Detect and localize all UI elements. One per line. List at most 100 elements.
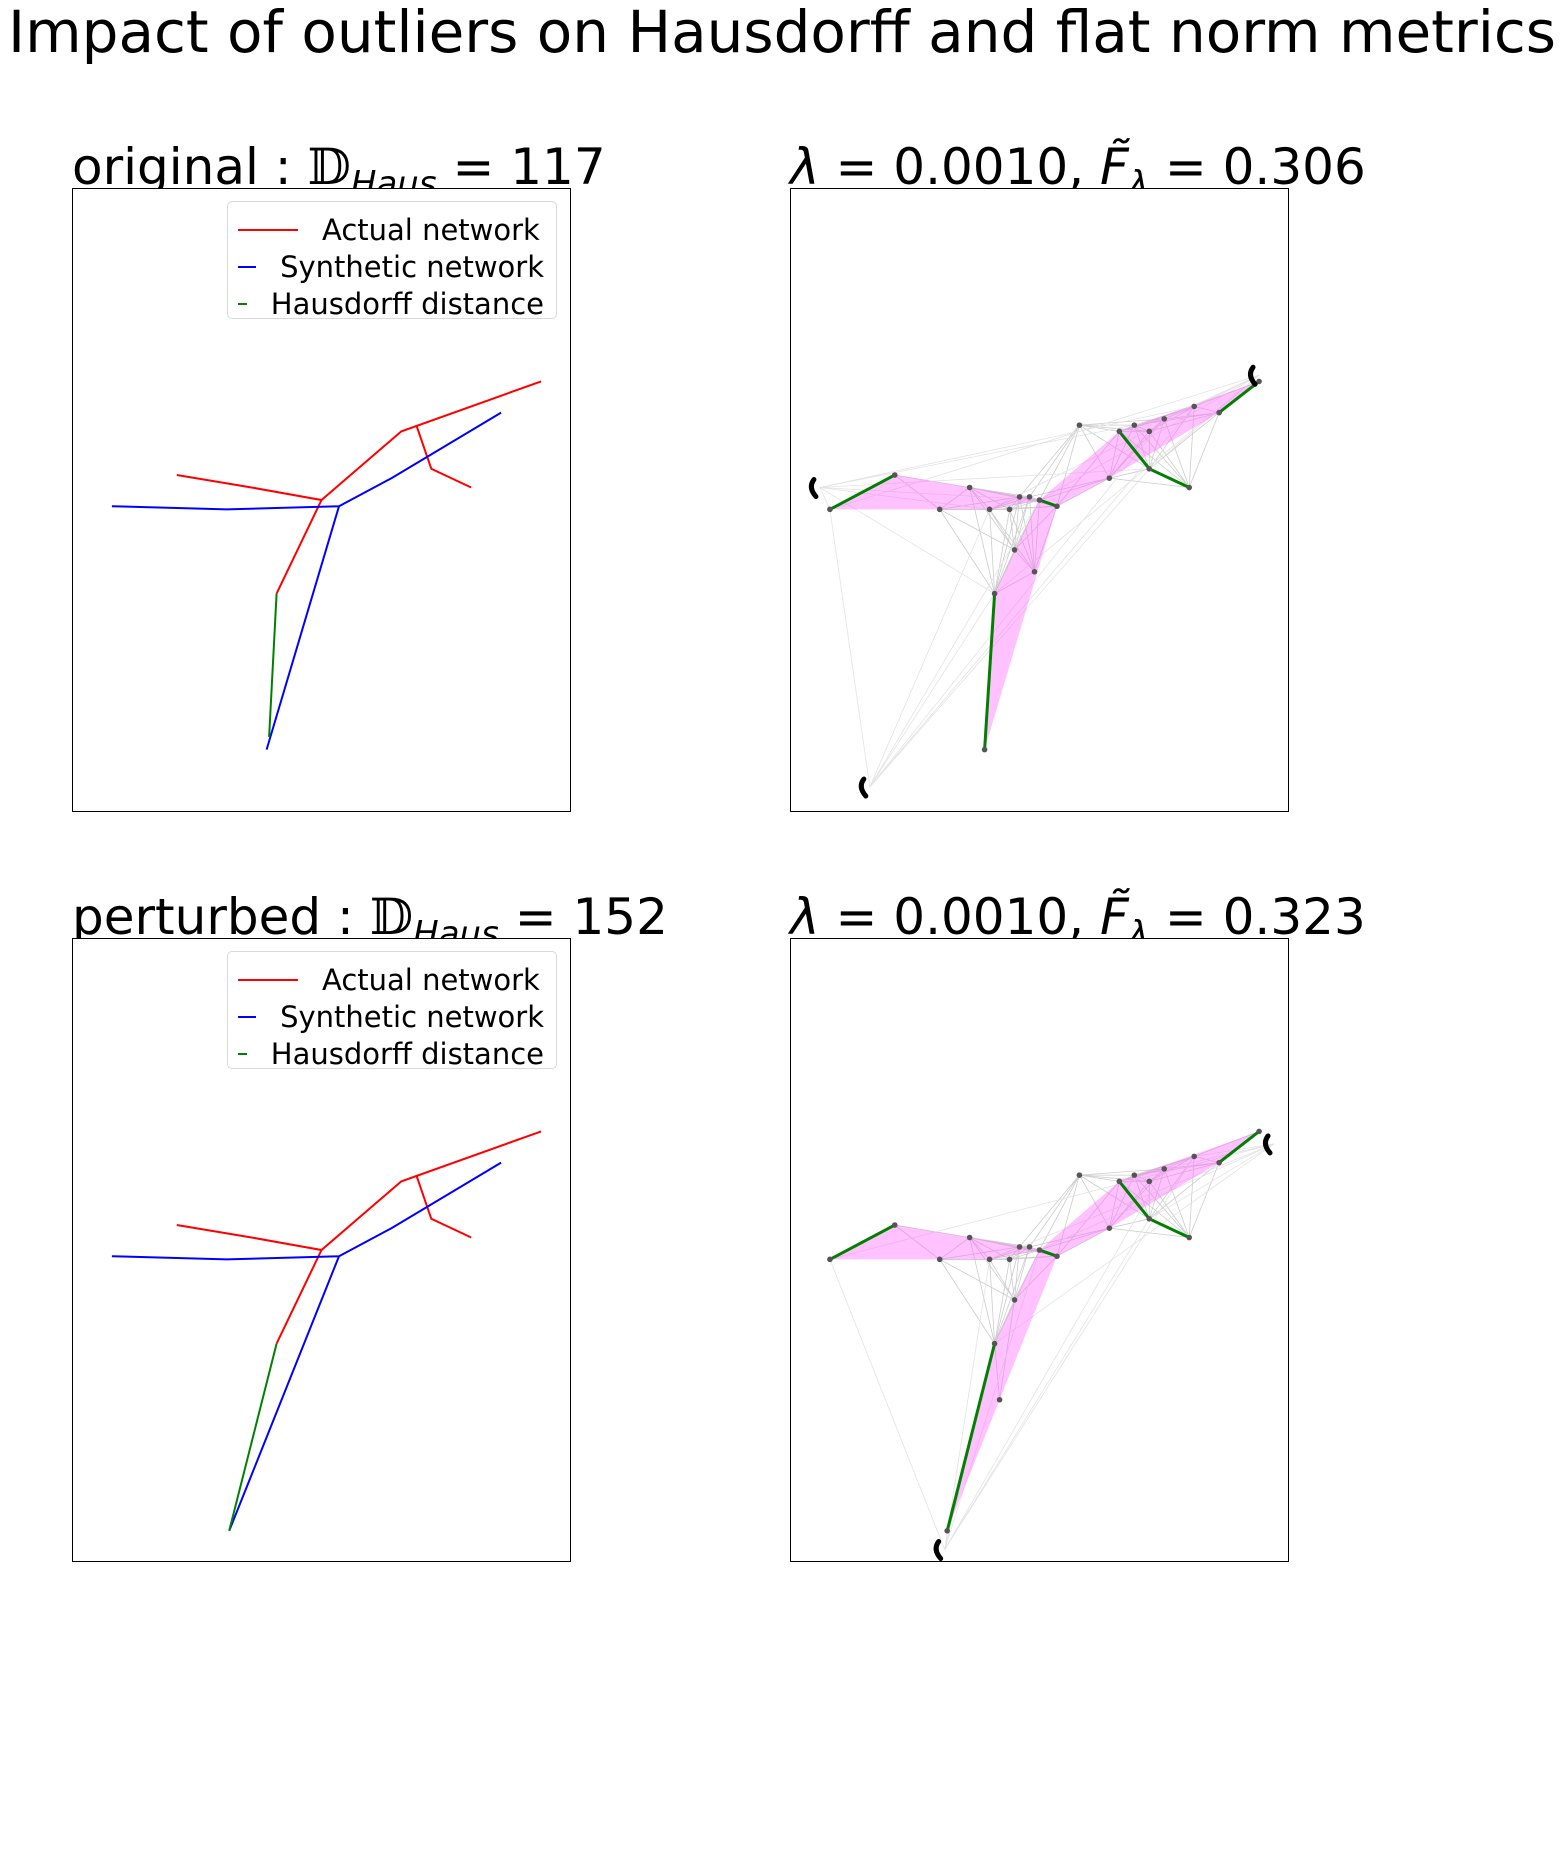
triangulation-edge: [939, 496, 1020, 510]
triangulation-edge: [1029, 1174, 1080, 1248]
network-node: [1006, 1256, 1013, 1263]
legend-label: Hausdorff distance: [270, 1037, 544, 1071]
hausdorff-segment: [1038, 498, 1058, 508]
legend-label: Actual network: [322, 213, 540, 247]
hausdorff-segment: [1218, 380, 1261, 414]
triangulation-edge: [1133, 1174, 1150, 1219]
title-prefix: perturbed :: [72, 888, 370, 946]
triangulation-edge: [1134, 1168, 1165, 1176]
legend-item-actual: Actual network: [238, 208, 544, 252]
outlier-marker: [933, 1539, 944, 1562]
flat-norm-value: 0.323: [1222, 888, 1366, 946]
legend-swatch-actual: [238, 979, 298, 981]
triangulation-edge: [989, 1259, 1015, 1301]
triangulation-edge: [994, 1299, 1015, 1344]
triangulation-edge: [1148, 418, 1165, 469]
network-node: [1006, 506, 1013, 513]
triangulation-edge: [999, 1299, 1015, 1400]
outlier-link: [869, 593, 995, 788]
triangulation-edge: [1109, 468, 1150, 479]
outlier-link: [944, 1249, 1040, 1550]
network-node: [1076, 422, 1083, 428]
triangulation-edge: [989, 509, 1035, 573]
outlier-link: [944, 1156, 1195, 1550]
network-node: [1076, 1172, 1083, 1178]
network-node: [986, 1256, 993, 1263]
network-node: [1036, 1247, 1043, 1253]
triangulation-edge: [969, 487, 1058, 507]
outlier-link: [829, 509, 871, 788]
flat-norm-symbol: F̃: [1100, 888, 1129, 946]
triangulation-edge: [939, 487, 970, 510]
network-node: [1106, 1225, 1113, 1231]
triangulation-edge: [1188, 412, 1220, 488]
triangulation-edge: [1148, 1181, 1190, 1238]
outlier-link: [819, 487, 831, 510]
network-node: [1106, 475, 1113, 481]
triangulation-edge: [1079, 1174, 1150, 1220]
triangulation-edge: [894, 474, 940, 510]
outlier-link: [989, 1143, 1275, 1260]
legend-item-synthetic: Synthetic network: [238, 995, 544, 1039]
network-node: [1016, 1244, 1023, 1250]
triangulation-edge: [1079, 1174, 1110, 1229]
outlier-marker: [808, 477, 819, 500]
triangulation-edge: [1109, 1168, 1165, 1229]
hausdorff-segment: [1218, 1130, 1261, 1164]
panel-title-perturbed: perturbed : 𝔻Haus = 152: [72, 888, 668, 954]
outlier-marker: [1248, 364, 1258, 387]
flat-norm-region: [1039, 1131, 1260, 1257]
flat-norm-region: [829, 475, 1040, 510]
metric-value: 152: [572, 888, 668, 946]
outlier-link: [829, 1259, 946, 1550]
triangulation-edge: [1014, 1255, 1058, 1301]
flat-norm-value: 0.306: [1222, 138, 1366, 196]
network-node: [1146, 466, 1153, 472]
panel-title-flat-norm-original: λ = 0.0010, F̃λ = 0.306: [790, 138, 1366, 204]
network-node: [827, 506, 833, 513]
network-node: [1146, 1216, 1153, 1222]
triangulation-edge: [1056, 477, 1110, 507]
outlier-link: [989, 374, 1260, 510]
outlier-link: [1149, 1143, 1275, 1220]
legend-label: Synthetic network: [280, 250, 544, 284]
triangulation-edge: [1014, 1246, 1020, 1300]
network-node: [1011, 1297, 1018, 1303]
outlier-link: [944, 1168, 1165, 1550]
network-node: [944, 1528, 950, 1534]
legend-item-hausdorff: Hausdorff distance: [238, 1032, 544, 1076]
outlier-link: [944, 1259, 990, 1550]
network-node: [1191, 1153, 1197, 1160]
triangulation-edge: [1009, 1249, 1040, 1260]
legend-item-hausdorff: Hausdorff distance: [238, 282, 544, 326]
triangulation-edge: [894, 1224, 940, 1260]
triangulation-edge: [1148, 1168, 1165, 1219]
outlier-link: [994, 374, 1260, 594]
network-node: [1161, 416, 1168, 422]
triangulation-edge: [1009, 505, 1058, 510]
triangulation-edge: [969, 1237, 1010, 1260]
figure-title: Impact of outliers on Hausdorff and flat…: [8, 0, 1556, 66]
triangulation-edge: [1019, 1174, 1080, 1248]
hausdorff-distance-line: [268, 593, 278, 738]
triangulation-edge: [1163, 418, 1190, 488]
triangulation-edge: [989, 509, 995, 594]
triangulation-edge: [1079, 424, 1120, 432]
legend-swatch-actual: [238, 229, 298, 231]
triangulation-edge: [1029, 496, 1035, 572]
triangulation-edge: [989, 1246, 1030, 1260]
triangulation-edge: [989, 1249, 1040, 1260]
triangulation-edge: [1056, 1174, 1080, 1257]
title-prefix: original :: [72, 138, 308, 196]
lambda-value: 0.0010: [893, 138, 1069, 196]
actual-network-line: [176, 1130, 542, 1252]
triangulation-edge: [894, 1224, 970, 1238]
triangulation-edge: [1079, 424, 1150, 432]
legend-label: Actual network: [322, 963, 540, 997]
outlier-link: [869, 509, 990, 788]
outlier-link: [819, 487, 1040, 501]
triangulation-edge: [1039, 477, 1110, 501]
hausdorff-segment: [1038, 1248, 1058, 1258]
